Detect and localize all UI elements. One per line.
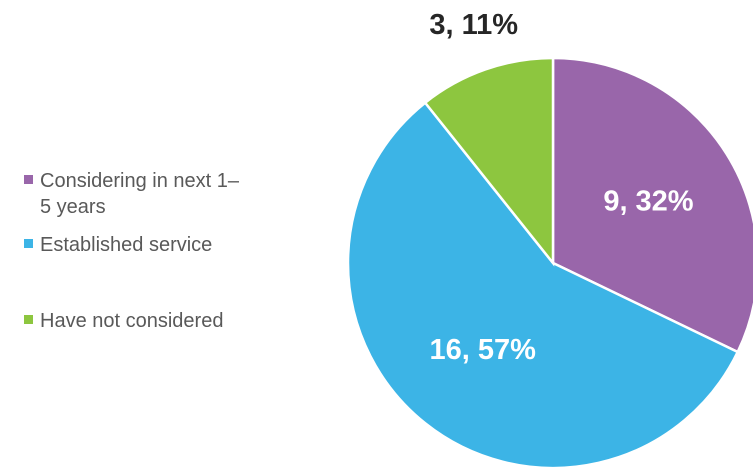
- data-label: 9, 32%: [603, 186, 693, 218]
- data-label: 3, 11%: [429, 9, 518, 41]
- legend-label: Established service: [40, 234, 213, 256]
- pie-slice: [346, 100, 740, 469]
- legend-item: Have not considered: [24, 308, 300, 334]
- legend-swatch: [24, 239, 33, 248]
- pie-slice: [551, 56, 753, 354]
- legend-swatch: [24, 175, 33, 184]
- pie-slice: [423, 56, 555, 267]
- legend-item: Considering in next 1–5 years: [24, 168, 300, 220]
- legend-label: Have not considered: [40, 310, 224, 332]
- data-label: 16, 57%: [429, 334, 536, 366]
- legend-label: Considering in next 1–5 years: [40, 170, 240, 218]
- legend-item: Established service: [24, 232, 300, 258]
- legend-swatch: [24, 315, 33, 324]
